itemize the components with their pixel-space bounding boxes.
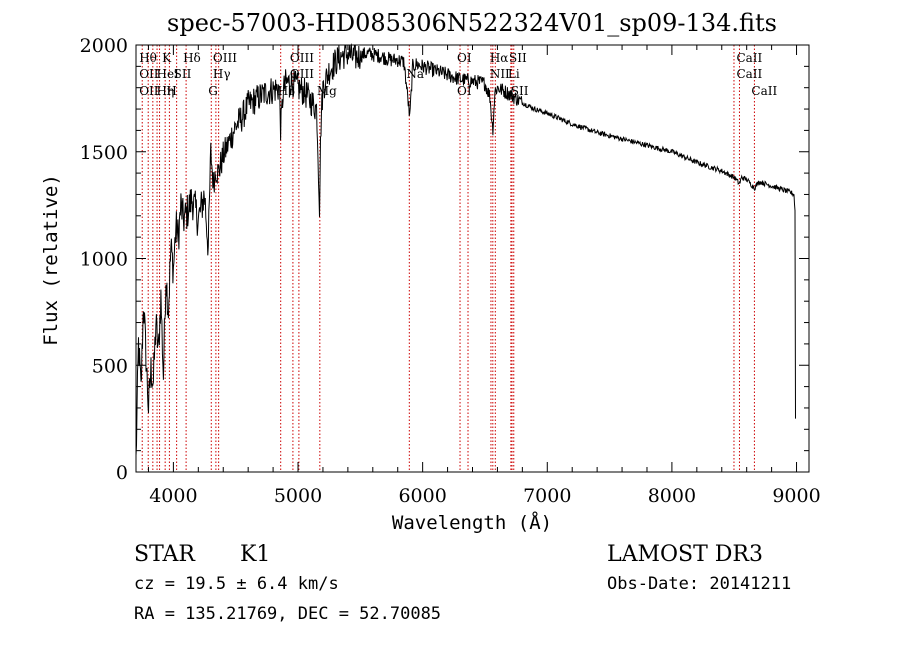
- spectrum-line: [135, 43, 796, 456]
- line-marker-label: Hδ: [183, 51, 201, 65]
- y-tick-label: 1000: [80, 249, 128, 271]
- line-marker-label: Li: [508, 67, 520, 81]
- line-marker-label: SII: [174, 67, 192, 81]
- line-marker-label: H: [166, 84, 176, 98]
- line-marker-label: K: [162, 51, 172, 65]
- redshift-text: cz = 19.5 ± 6.4 km/s: [134, 574, 339, 594]
- x-tick-label: 6000: [398, 485, 446, 507]
- x-tick-label: 4000: [149, 485, 197, 507]
- x-tick-label: 9000: [772, 485, 820, 507]
- x-tick-label: 5000: [274, 485, 322, 507]
- spectrum-series: [135, 43, 796, 456]
- y-axis: 0 500 1000 1500 2000: [80, 35, 809, 484]
- x-tick-label: 7000: [523, 485, 571, 507]
- line-marker-label: OII: [139, 84, 159, 98]
- line-marker-label: OI: [457, 84, 472, 98]
- y-tick-label: 500: [92, 355, 128, 377]
- line-marker-label: CaII: [751, 84, 777, 98]
- line-marker-label: OIII: [213, 51, 237, 65]
- spectral-line-markers: [141, 45, 755, 472]
- line-marker-label: Mg: [317, 84, 337, 98]
- line-marker-label: CaII: [736, 67, 762, 81]
- line-marker-label: OIII: [290, 51, 314, 65]
- y-axis-label: Flux (relative): [40, 174, 62, 346]
- coordinates-text: RA = 135.21769, DEC = 52.70085: [134, 604, 441, 624]
- line-marker-label: CaII: [736, 51, 762, 65]
- line-marker-label: HeI: [157, 67, 180, 81]
- survey-name: LAMOST DR3: [607, 542, 763, 567]
- y-tick-label: 0: [116, 462, 128, 484]
- line-marker-label: NII: [490, 67, 510, 81]
- line-marker-label: SII: [509, 51, 527, 65]
- plot-frame: [135, 44, 810, 473]
- x-axis-label: Wavelength (Å): [392, 511, 552, 534]
- y-tick-label: 2000: [80, 35, 128, 57]
- line-marker-label: Hθ: [139, 51, 157, 65]
- x-axis: 4000 5000 6000 7000 8000 9000: [147, 45, 821, 507]
- line-marker-label: Hη: [157, 84, 175, 98]
- y-tick-label: 1500: [80, 142, 128, 164]
- observation-date: Obs-Date: 20141211: [607, 574, 791, 594]
- line-marker-label: Hα: [490, 51, 509, 65]
- line-marker-label: OII: [139, 67, 159, 81]
- line-marker-label: Hγ: [213, 67, 231, 81]
- chart-title: spec-57003-HD085306N522324V01_sp09-134.f…: [167, 9, 777, 37]
- x-tick-label: 8000: [648, 485, 696, 507]
- line-marker-label: OI: [457, 51, 472, 65]
- line-marker-label: Na: [406, 67, 424, 81]
- subclass: K1: [240, 542, 270, 567]
- object-class: STAR: [134, 542, 196, 567]
- line-marker-label: G: [208, 84, 218, 98]
